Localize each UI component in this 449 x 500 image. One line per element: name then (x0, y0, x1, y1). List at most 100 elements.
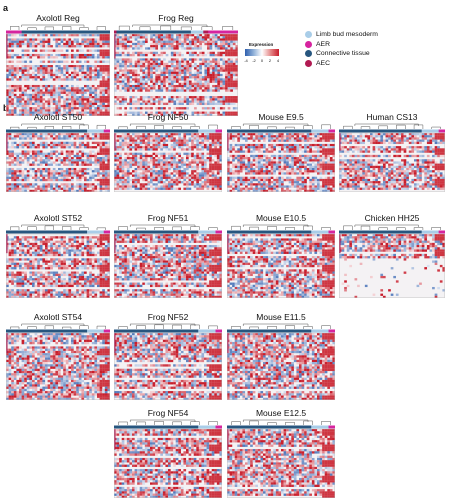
heatmap-cell (306, 135, 310, 138)
heatmap-cell (219, 146, 222, 149)
heatmap-cell (52, 133, 56, 136)
heatmap-cell (81, 113, 85, 116)
heatmap-cell (26, 143, 30, 147)
heatmap-cell (275, 176, 279, 179)
heatmap-cell (65, 87, 69, 90)
heatmap-cell (16, 102, 20, 106)
heatmap-cell (73, 91, 77, 94)
heatmap-cell (301, 163, 305, 166)
heatmap-cell (344, 141, 347, 145)
heatmap-cell (99, 53, 103, 57)
heatmap-cell (99, 84, 103, 88)
heatmap-cell (134, 157, 138, 160)
heatmap-cell (239, 183, 243, 186)
heatmap-cell (329, 165, 333, 169)
heatmap-cell (157, 58, 161, 61)
heatmap-cell (237, 181, 240, 184)
heatmap-cell (107, 172, 110, 175)
heatmap-cell (439, 137, 443, 140)
heatmap-cell (232, 73, 236, 77)
heatmap-cell (408, 135, 412, 138)
heatmap-cell (160, 89, 164, 92)
heatmap-cell (26, 107, 30, 110)
heatmap-cell (89, 159, 92, 162)
heatmap-cell (84, 84, 87, 88)
heatmap-cell (47, 49, 51, 52)
heatmap-cell (132, 34, 135, 37)
heatmap-cell (176, 67, 179, 70)
heatmap-cell (134, 172, 138, 175)
heatmap-cell (60, 161, 64, 164)
heatmap-cell (194, 87, 197, 90)
heatmap-cell (188, 154, 192, 158)
heatmap-cell (139, 45, 143, 48)
heatmap-cell (230, 36, 233, 39)
heatmap-cell (317, 148, 320, 151)
heatmap-cell (116, 80, 120, 83)
heatmap-cell (393, 139, 396, 142)
heatmap-cell (19, 170, 22, 173)
heatmap-cell (212, 71, 215, 74)
heatmap-cell (204, 170, 207, 173)
heatmap-cell (222, 113, 226, 116)
heatmap-cell (175, 187, 179, 190)
heatmap-cell (24, 107, 27, 110)
heatmap-cell (114, 183, 117, 186)
heatmap-cell (188, 163, 192, 166)
heatmap-cell (24, 183, 27, 186)
heatmap-cell (204, 163, 207, 166)
heatmap-cell (121, 137, 125, 140)
heatmap-cell (121, 176, 125, 179)
heatmap-cell (119, 38, 122, 41)
heatmap-cell (216, 159, 220, 162)
heatmap-cell (341, 137, 345, 140)
heatmap-cell (421, 139, 425, 142)
heatmap-cell (170, 58, 174, 61)
heatmap-cell (78, 137, 82, 140)
heatmap-cell (442, 137, 445, 140)
heatmap-cell (216, 150, 220, 153)
heatmap-cell (119, 89, 122, 92)
heatmap-cell (21, 65, 25, 68)
heatmap-cell (19, 109, 22, 112)
heatmap-cell (306, 176, 310, 179)
heatmap-cell (137, 53, 140, 57)
heatmap-cell (107, 51, 110, 55)
heatmap-cell (121, 159, 125, 162)
heatmap-cell (147, 60, 151, 63)
heatmap-cell (32, 98, 35, 101)
heatmap-cell (126, 60, 130, 63)
heatmap-cell (186, 165, 189, 169)
heatmap-cell (78, 107, 82, 110)
heatmap-cell (126, 178, 130, 182)
heatmap-cell (63, 42, 66, 46)
heatmap-cell (55, 89, 59, 92)
heatmap-cell (16, 96, 20, 99)
heatmap-cell (78, 170, 82, 173)
heatmap-cell (201, 185, 205, 188)
heatmap-cell (268, 185, 271, 188)
heatmap-cell (32, 109, 35, 112)
heatmap-cell (245, 135, 248, 138)
heatmap-cell (76, 89, 79, 92)
heatmap-cell (209, 98, 213, 101)
heatmap-cell (250, 163, 253, 166)
heatmap-cell (132, 102, 135, 106)
heatmap-cell (39, 113, 43, 116)
heatmap-cell (144, 143, 148, 147)
heatmap-cell (157, 69, 161, 72)
heatmap-cell (160, 71, 164, 74)
heatmap-cell (50, 141, 53, 145)
heatmap-cell (176, 84, 179, 88)
heatmap-cell (188, 38, 192, 41)
heatmap-cell (377, 139, 381, 142)
heatmap-cell (132, 87, 135, 90)
heatmap-cell (173, 174, 176, 177)
heatmap-cell (60, 152, 64, 155)
heatmap-cell (278, 139, 282, 142)
heatmap-cell (147, 47, 151, 50)
heatmap-cell (63, 141, 66, 145)
heatmap-axolotl-st50: Axolotl ST50 (6, 112, 110, 192)
heatmap-cell (144, 154, 148, 158)
heatmap-cell (144, 172, 148, 175)
